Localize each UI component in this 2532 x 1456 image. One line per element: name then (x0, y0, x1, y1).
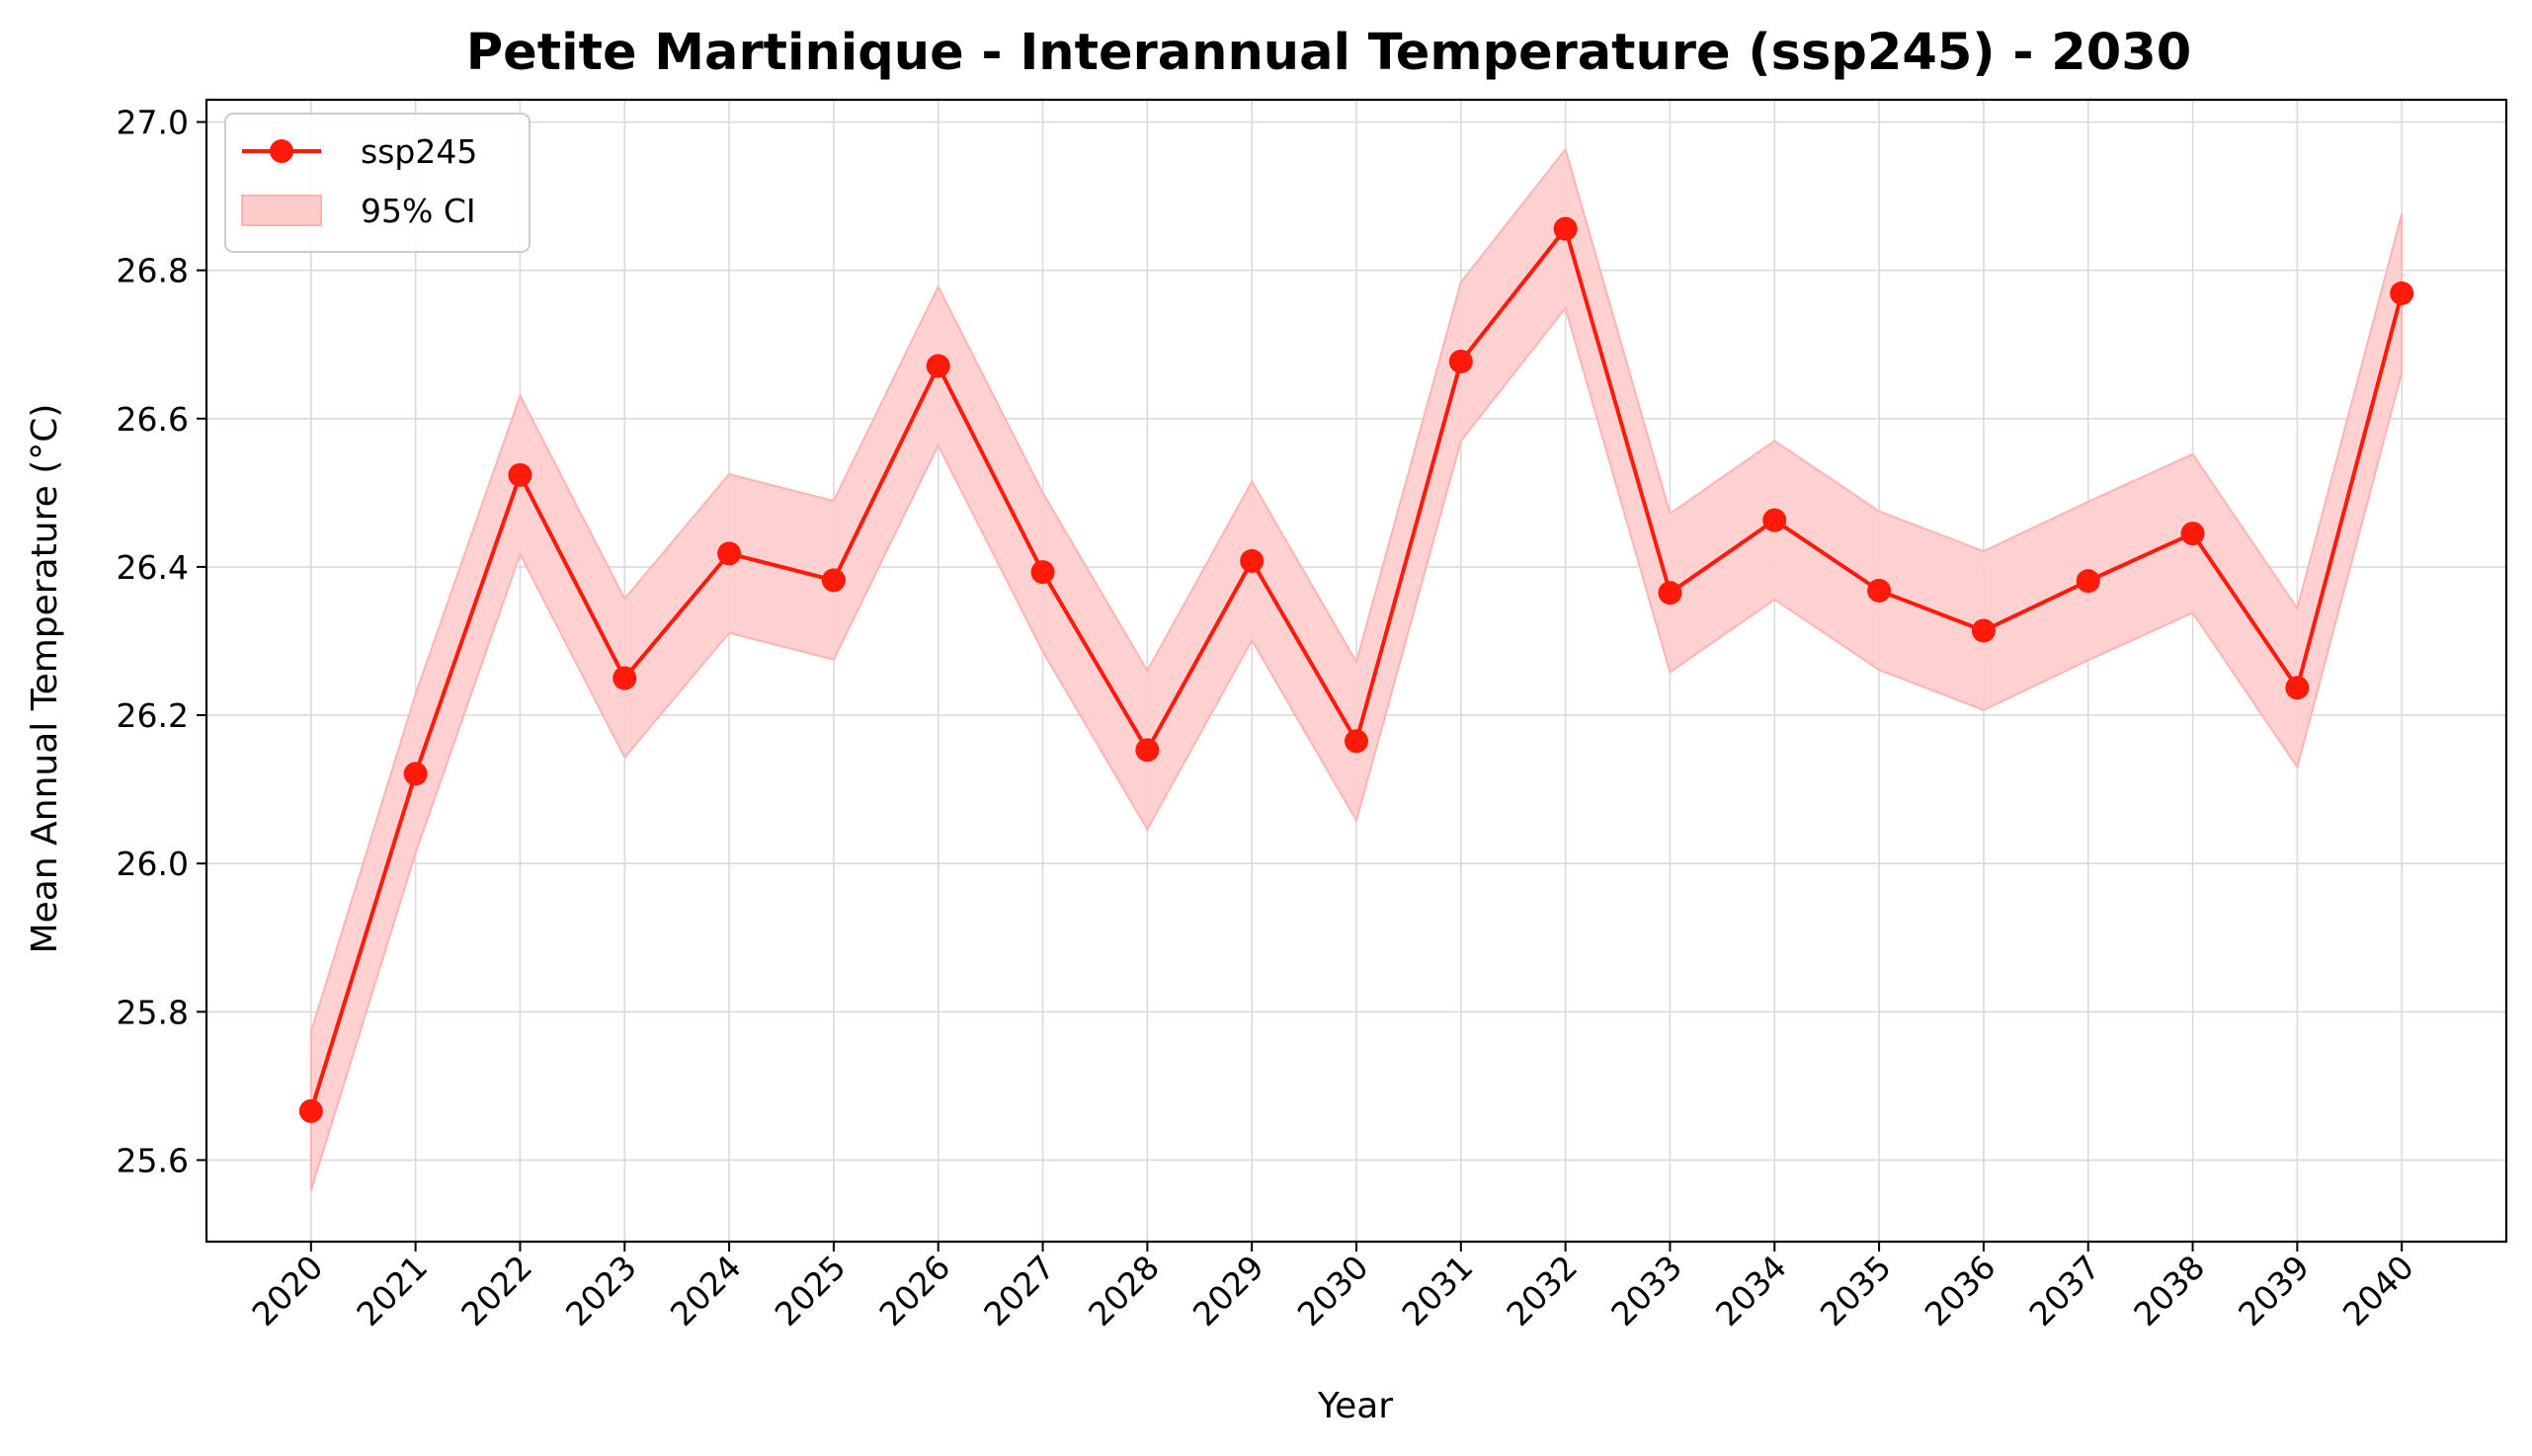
ci-band (309, 147, 2404, 1191)
legend-series-marker (270, 139, 293, 163)
data-point (1762, 508, 1787, 532)
data-point (298, 1098, 323, 1123)
legend: ssp245 95% CI (224, 113, 531, 253)
data-point (2180, 522, 2205, 546)
x-tick-label: 2033 (1603, 1248, 1689, 1334)
data-point (1135, 738, 1160, 763)
x-tick-label: 2032 (1499, 1248, 1585, 1334)
legend-ci-label: 95% CI (361, 192, 476, 230)
y-tick-label: 26.0 (117, 845, 189, 883)
x-tick-label: 2027 (976, 1248, 1062, 1334)
data-point (1867, 578, 1892, 603)
y-tick-label: 25.8 (117, 993, 189, 1031)
data-point (403, 762, 428, 786)
data-point (1240, 548, 1265, 573)
data-points (298, 216, 2414, 1123)
x-tick-label: 2024 (663, 1248, 749, 1334)
chart-title: Petite Martinique - Interannual Temperat… (466, 24, 2192, 82)
x-tick-label: 2028 (1081, 1248, 1167, 1334)
data-point (1658, 581, 1682, 606)
x-tick-label: 2034 (1708, 1248, 1794, 1334)
x-axis-label: Year (1317, 1386, 1393, 1426)
x-tick-label: 2021 (349, 1248, 435, 1334)
data-point (821, 568, 846, 593)
x-tick-label: 2040 (2335, 1248, 2421, 1334)
y-tick-label: 26.6 (117, 400, 189, 439)
x-tick-label: 2023 (558, 1248, 644, 1334)
x-tick-label: 2020 (245, 1248, 331, 1334)
data-point (1448, 349, 1473, 373)
data-point (717, 541, 742, 566)
x-tick-label: 2039 (2231, 1248, 2317, 1334)
y-axis-label: Mean Annual Temperature (°C) (25, 404, 65, 954)
x-tick-label: 2031 (1395, 1248, 1481, 1334)
x-tick-label: 2038 (2126, 1248, 2212, 1334)
x-tick-label: 2036 (1918, 1248, 2003, 1334)
y-tick-label: 26.4 (117, 548, 189, 587)
x-tick-label: 2025 (768, 1248, 854, 1334)
data-point (2076, 569, 2100, 594)
data-point (1971, 618, 1996, 643)
data-point (2285, 676, 2310, 700)
y-tick-label: 26.2 (117, 696, 189, 735)
data-point (613, 666, 637, 690)
y-tick-label: 27.0 (117, 104, 189, 142)
y-tick-label: 25.6 (117, 1141, 189, 1179)
x-tick-label: 2037 (2021, 1248, 2107, 1334)
legend-ci-swatch (241, 195, 322, 226)
data-point (1030, 560, 1055, 585)
data-point (1553, 216, 1578, 241)
y-axis: 25.6 25.8 26.0 26.2 26.4 26.6 26.8 27.0 (117, 104, 206, 1179)
data-point (508, 462, 532, 487)
x-tick-label: 2035 (1813, 1248, 1899, 1334)
y-tick-label: 26.8 (117, 252, 189, 290)
data-point (2390, 281, 2414, 305)
x-tick-label: 2030 (1290, 1248, 1376, 1334)
x-tick-label: 2029 (1185, 1248, 1271, 1334)
x-axis: 2020 2021 2022 2023 2024 2025 2026 2027 2028 2029… (245, 1242, 2421, 1334)
x-tick-label: 2022 (453, 1248, 539, 1334)
data-point (926, 354, 950, 378)
x-tick-label: 2026 (871, 1248, 957, 1334)
data-point (1345, 729, 1368, 754)
legend-series-label: ssp245 (361, 132, 477, 171)
